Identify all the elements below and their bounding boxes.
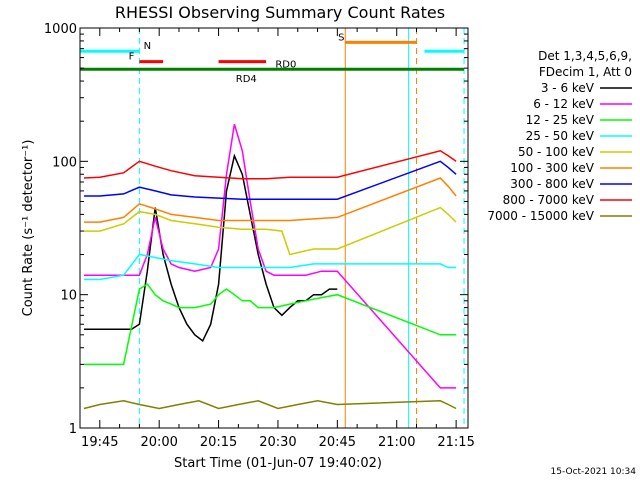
series-line <box>84 283 457 366</box>
series-line <box>84 160 457 200</box>
legend-label: 50 - 100 keV <box>518 145 595 159</box>
legend-label: 12 - 25 keV <box>526 113 595 127</box>
y-axis-label: Count Rate (s⁻¹ detector⁻¹) <box>21 140 36 317</box>
x-tick-label: 19:45 <box>81 435 118 450</box>
legend-header-line: FDecim 1, Att 0 <box>539 65 632 79</box>
series-line <box>83 149 457 180</box>
y-axis: 1 10 100 1000 <box>44 22 468 437</box>
flag-label: RD4 <box>236 74 257 85</box>
legend-label: 300 - 800 keV <box>510 177 594 191</box>
legend-header-line: Det 1,3,4,5,6,9, <box>538 49 632 63</box>
series-line <box>84 123 457 389</box>
series-line <box>84 206 457 256</box>
legend-label: 6 - 12 keV <box>533 97 595 111</box>
generation-timestamp: 15-Oct-2021 10:34 <box>551 467 637 477</box>
legend-label: 800 - 7000 keV <box>503 193 595 207</box>
y-tick-label: 1000 <box>44 22 77 37</box>
x-tick-label: 21:15 <box>437 435 474 450</box>
flag-label: N <box>144 41 151 52</box>
x-tick-label: 20:15 <box>200 435 237 450</box>
observing-flags: NF S RD0 RD4 <box>80 32 465 85</box>
plot-frame <box>79 27 469 429</box>
y-tick-label: 100 <box>52 155 77 170</box>
x-tick-label: 20:00 <box>140 435 177 450</box>
legend-label: 25 - 50 keV <box>526 129 595 143</box>
x-tick-label: 20:30 <box>259 435 296 450</box>
flag-label: S <box>338 32 344 43</box>
y-tick-label: 10 <box>60 289 77 304</box>
legend: Det 1,3,4,5,6,9, FDecim 1, Att 0 3 - 6 k… <box>487 49 632 223</box>
legend-label: 100 - 300 keV <box>510 161 594 175</box>
flag-label: RD0 <box>275 59 296 70</box>
legend-label: 3 - 6 keV <box>541 81 595 95</box>
x-axis-label: Start Time (01-Jun-07 19:40:02) <box>174 456 382 471</box>
x-tick-label: 20:45 <box>319 435 356 450</box>
x-tick-label: 21:00 <box>378 435 415 450</box>
series-lines <box>83 123 457 410</box>
flag-label: F <box>129 52 135 63</box>
legend-label: 7000 - 15000 keV <box>487 209 594 223</box>
x-axis: 19:45 20:00 20:15 20:30 20:45 21:00 21:15 <box>79 28 475 450</box>
series-line <box>83 400 457 410</box>
series-line <box>84 253 457 281</box>
plot-area: NF S RD0 RD4 19:45 20:00 20:15 20:30 20:45 21:00… <box>44 22 475 450</box>
series-line <box>84 177 457 223</box>
y-tick-label: 1 <box>69 422 77 437</box>
chart-title: RHESSI Observing Summary Count Rates <box>115 3 445 22</box>
